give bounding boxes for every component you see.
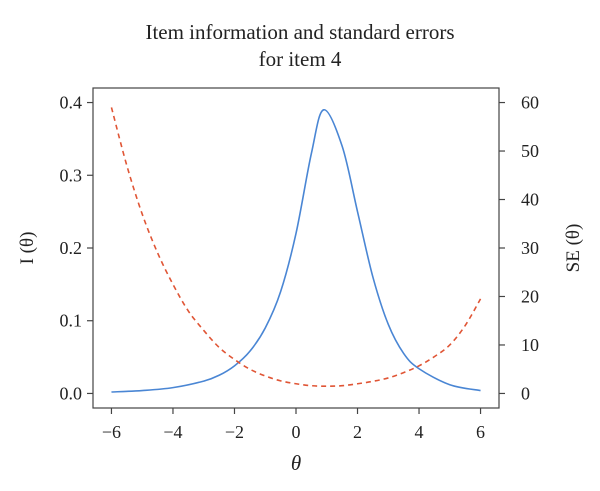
left-y-tick-label: 0.2	[60, 238, 83, 258]
left-y-axis-label: I (θ)	[17, 232, 38, 265]
chart-title-line-2: for item 4	[259, 47, 342, 71]
right-y-tick-label: 20	[521, 286, 539, 306]
right-y-tick-label: 0	[521, 383, 530, 403]
x-tick-label: 6	[476, 422, 485, 442]
se-curve	[110, 107, 482, 387]
x-tick-label: 4	[415, 422, 424, 442]
x-tick-label: −4	[163, 422, 182, 442]
x-tick-label: 2	[353, 422, 362, 442]
series-layer	[110, 107, 482, 393]
left-y-tick-label: 0.4	[60, 93, 83, 113]
x-tick-label: −2	[225, 422, 244, 442]
chart-title-line-1: Item information and standard errors	[145, 20, 454, 44]
left-y-tick-label: 0.0	[60, 383, 83, 403]
left-y-tick-label: 0.1	[60, 311, 83, 331]
right-y-tick-label: 50	[521, 141, 539, 161]
x-axis-label: θ	[291, 451, 301, 475]
left-y-tick-label: 0.3	[60, 165, 83, 185]
right-y-tick-label: 10	[521, 335, 539, 355]
right-y-tick-label: 40	[521, 190, 539, 210]
right-y-tick-label: 30	[521, 238, 539, 258]
x-tick-label: 0	[292, 422, 301, 442]
right-y-tick-label: 60	[521, 93, 539, 113]
x-tick-label: −6	[102, 422, 121, 442]
information-curve	[111, 109, 481, 393]
right-y-axis-label: SE (θ)	[563, 224, 584, 273]
plot-frame	[92, 87, 500, 409]
axes-layer: −6 −4 −2 0 2 4 6 0.0 0.1 0.2 0.3 0.4 0 10 20 30 40 50 60	[60, 93, 540, 442]
